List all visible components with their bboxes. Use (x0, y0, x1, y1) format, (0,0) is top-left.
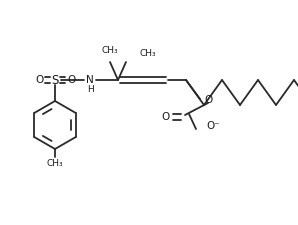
Text: O: O (35, 75, 43, 85)
Text: CH₃: CH₃ (140, 49, 157, 58)
Text: S: S (51, 74, 59, 86)
Text: CH₃: CH₃ (47, 158, 63, 167)
Text: N: N (86, 75, 94, 85)
Text: CH₃: CH₃ (102, 46, 118, 55)
Text: O: O (204, 95, 212, 105)
Text: O: O (161, 112, 169, 122)
Text: O⁻: O⁻ (206, 121, 220, 131)
Text: O: O (67, 75, 75, 85)
Text: H: H (88, 85, 94, 94)
